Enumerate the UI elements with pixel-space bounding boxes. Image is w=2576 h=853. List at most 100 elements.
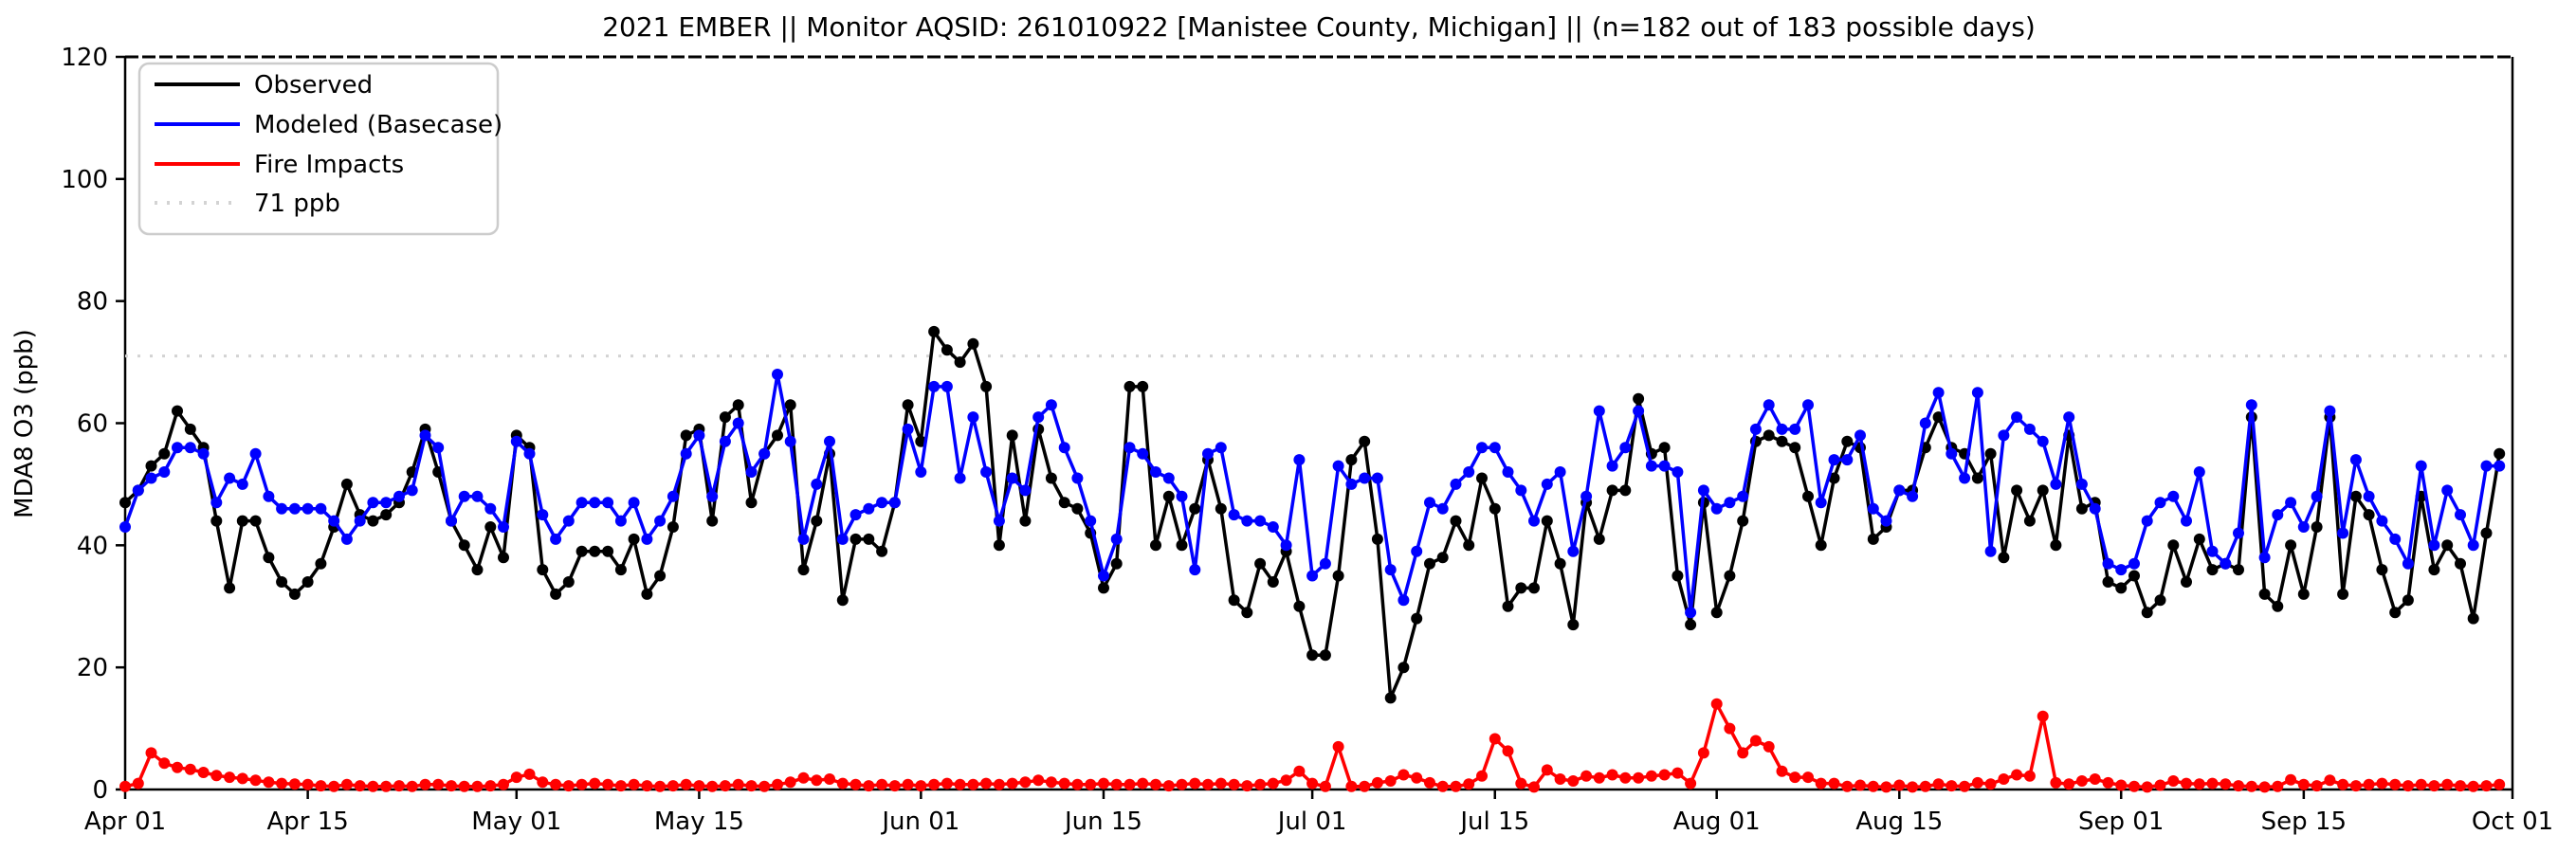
fire-impacts-marker <box>2075 775 2088 787</box>
observed-marker <box>1137 380 1149 392</box>
modeled-marker <box>693 429 705 442</box>
fire-impacts-marker <box>236 772 248 785</box>
observed-marker <box>1124 380 1136 392</box>
fire-impacts-marker <box>197 767 210 778</box>
fire-impacts-marker <box>1085 778 1097 790</box>
fire-impacts-marker <box>1880 781 1892 793</box>
modeled-marker <box>2233 527 2244 539</box>
fire-impacts-marker <box>1841 780 1854 792</box>
x-tick-label: Sep 01 <box>2078 808 2164 836</box>
modeled-marker <box>1841 454 1854 466</box>
fire-impacts-marker <box>1633 771 1645 784</box>
fire-impacts-marker <box>1828 777 1840 789</box>
modeled-marker <box>941 380 953 392</box>
modeled-marker <box>2494 460 2506 472</box>
modeled-marker <box>1672 466 1684 478</box>
fire-impacts-marker <box>1502 745 1514 757</box>
fire-impacts-marker <box>132 777 144 789</box>
fire-impacts-marker <box>915 780 927 792</box>
y-tick-label: 40 <box>77 532 108 560</box>
modeled-marker <box>1215 442 1227 454</box>
y-tick-label: 80 <box>77 288 108 317</box>
fire-impacts-marker <box>1737 747 1749 759</box>
modeled-marker <box>654 515 667 527</box>
fire-impacts-marker <box>1071 778 1084 790</box>
fire-impacts-marker <box>1463 778 1475 790</box>
modeled-marker <box>2245 399 2257 411</box>
fire-impacts-marker <box>1267 777 1279 789</box>
observed-marker <box>602 545 614 557</box>
fire-impacts-marker <box>2050 776 2062 789</box>
observed-marker <box>1306 649 1319 662</box>
observed-marker <box>1515 582 1527 594</box>
fire-impacts-marker <box>2402 780 2414 792</box>
fire-impacts-marker <box>993 778 1005 790</box>
observed-marker <box>1398 662 1410 674</box>
observed-marker <box>224 582 236 594</box>
observed-marker <box>145 460 157 472</box>
x-tick-label: Apr 01 <box>84 808 166 836</box>
fire-impacts-marker <box>1058 777 1070 789</box>
modeled-marker <box>1019 484 1032 497</box>
fire-impacts-marker <box>1580 770 1593 782</box>
observed-marker <box>1241 607 1253 619</box>
observed-marker <box>1359 435 1371 447</box>
fire-impacts-marker <box>2272 780 2284 792</box>
fire-impacts-marker <box>719 780 731 792</box>
observed-marker <box>2455 557 2466 570</box>
x-tick-label: Jul 15 <box>1458 808 1529 836</box>
fire-impacts-marker <box>1345 780 1358 792</box>
modeled-marker <box>1554 466 1566 478</box>
fire-impacts-marker <box>876 778 888 790</box>
modeled-marker <box>263 490 275 502</box>
observed-marker <box>1633 392 1645 405</box>
observed-marker <box>263 552 275 564</box>
modeled-marker <box>1633 405 1645 417</box>
observed-marker <box>1502 600 1514 612</box>
modeled-marker <box>1932 387 1945 399</box>
fire-impacts-marker <box>172 761 183 773</box>
fire-impacts-marker <box>1398 769 1410 781</box>
observed-marker <box>1098 582 1109 594</box>
modeled-marker <box>1306 570 1319 582</box>
modeled-marker <box>1606 460 1618 472</box>
observed-marker <box>980 380 993 392</box>
observed-marker <box>706 515 719 527</box>
modeled-marker <box>145 472 157 484</box>
observed-marker <box>1254 557 1267 570</box>
fire-impacts-marker <box>1893 779 1906 791</box>
fire-impacts-marker <box>2181 777 2192 789</box>
modeled-marker <box>236 478 248 490</box>
fire-impacts-marker <box>706 780 719 792</box>
observed-marker <box>1463 539 1475 552</box>
modeled-marker <box>2115 564 2128 576</box>
observed-marker <box>614 564 627 576</box>
fire-impacts-marker <box>1019 776 1032 789</box>
observed-marker <box>2311 521 2323 533</box>
observed-marker <box>1737 515 1749 527</box>
observed-marker <box>1828 472 1840 484</box>
observed-marker <box>2037 484 2049 497</box>
observed-marker <box>1528 582 1540 594</box>
modeled-marker <box>340 533 353 545</box>
fire-impacts-marker <box>1724 722 1736 735</box>
modeled-marker <box>980 466 993 478</box>
modeled-marker <box>2324 405 2336 417</box>
observed-marker <box>772 429 783 442</box>
fire-impacts-marker <box>550 778 562 790</box>
observed-marker <box>954 356 966 369</box>
fire-impacts-marker <box>628 778 640 790</box>
observed-marker <box>641 588 653 600</box>
modeled-marker <box>2349 454 2362 466</box>
fire-impacts-marker <box>836 777 849 789</box>
observed-marker <box>667 521 679 533</box>
fire-impacts-marker <box>2115 779 2128 791</box>
modeled-marker <box>288 502 301 515</box>
observed-marker <box>1593 533 1605 545</box>
modeled-marker <box>628 497 640 509</box>
modeled-marker <box>367 497 379 509</box>
observed-marker <box>850 533 862 545</box>
fire-impacts-marker <box>1998 773 2010 785</box>
modeled-marker <box>1658 460 1671 472</box>
